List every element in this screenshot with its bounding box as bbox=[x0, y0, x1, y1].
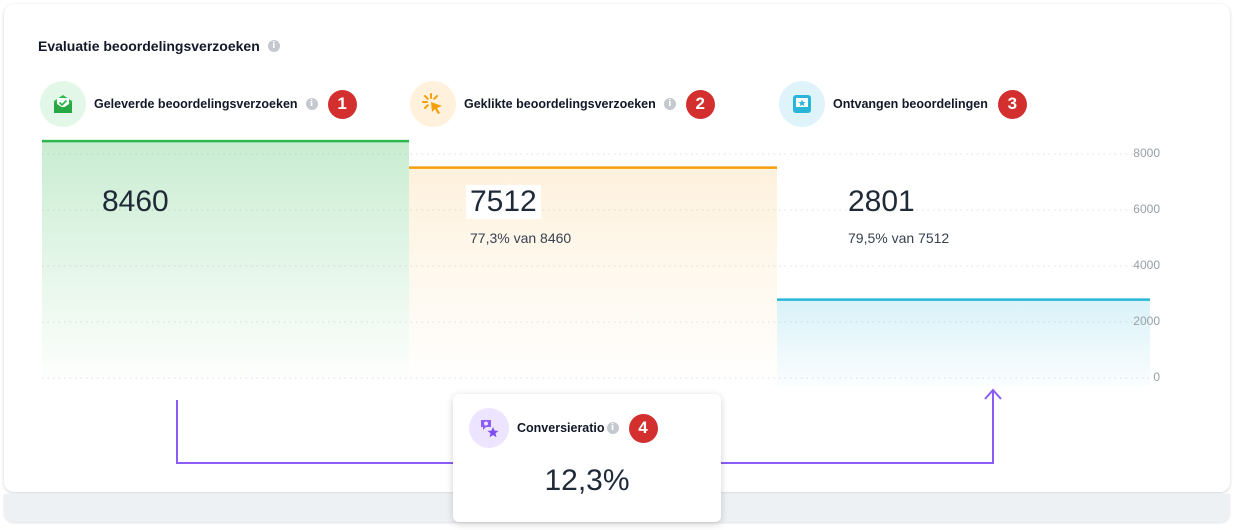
arrow-head-icon bbox=[984, 388, 1002, 400]
step-clicked: Geklikte beoordelingsverzoeken i 2 bbox=[410, 81, 715, 127]
info-icon[interactable]: i bbox=[663, 98, 676, 110]
bar bbox=[409, 167, 777, 386]
step-badge: 1 bbox=[327, 89, 357, 119]
step-clicked-label: Geklikte beoordelingsverzoeken bbox=[464, 97, 656, 111]
cursor-click-icon bbox=[410, 81, 456, 127]
stat-value: 7512 bbox=[466, 185, 541, 219]
stat-sub: 77,3% van 8460 bbox=[470, 230, 572, 246]
conversion-arrow-line bbox=[176, 400, 455, 464]
step-badge: 2 bbox=[685, 89, 715, 119]
step-received: Ontvangen beoordelingen 3 bbox=[779, 81, 1027, 127]
y-tick-label: 0 bbox=[1153, 370, 1160, 384]
info-icon[interactable]: i bbox=[606, 422, 619, 434]
card-title-text: Evaluatie beoordelingsverzoeken bbox=[38, 38, 260, 54]
card-title: Evaluatie beoordelingsverzoeken i bbox=[38, 38, 280, 54]
bar bbox=[777, 299, 1150, 386]
conversion-arrow-line bbox=[721, 391, 994, 464]
info-icon[interactable]: i bbox=[267, 40, 280, 52]
conversion-card: Conversieratio i 4 12,3% bbox=[453, 394, 721, 522]
stat-value: 2801 bbox=[848, 185, 915, 218]
y-tick-label: 6000 bbox=[1133, 202, 1160, 216]
y-tick-label: 4000 bbox=[1133, 258, 1160, 272]
step-received-label: Ontvangen beoordelingen bbox=[833, 97, 988, 111]
y-tick-label: 8000 bbox=[1133, 146, 1160, 160]
step-delivered: Geleverde beoordelingsverzoeken i 1 bbox=[40, 81, 357, 127]
stat-value: 8460 bbox=[102, 185, 169, 218]
conversion-label: Conversieratio bbox=[517, 421, 605, 435]
conversion-star-icon bbox=[469, 408, 509, 448]
conversion-header: Conversieratio i 4 bbox=[469, 408, 658, 448]
step-badge: 4 bbox=[628, 413, 658, 443]
stat-sub: 79,5% van 7512 bbox=[848, 230, 950, 246]
envelope-check-icon bbox=[40, 81, 86, 127]
step-delivered-label: Geleverde beoordelingsverzoeken bbox=[94, 97, 298, 111]
star-inbox-icon bbox=[779, 81, 825, 127]
y-tick-label: 2000 bbox=[1133, 314, 1160, 328]
info-icon[interactable]: i bbox=[305, 98, 318, 110]
bar bbox=[42, 141, 409, 386]
conversion-value: 12,3% bbox=[544, 464, 630, 497]
step-badge: 3 bbox=[997, 89, 1027, 119]
